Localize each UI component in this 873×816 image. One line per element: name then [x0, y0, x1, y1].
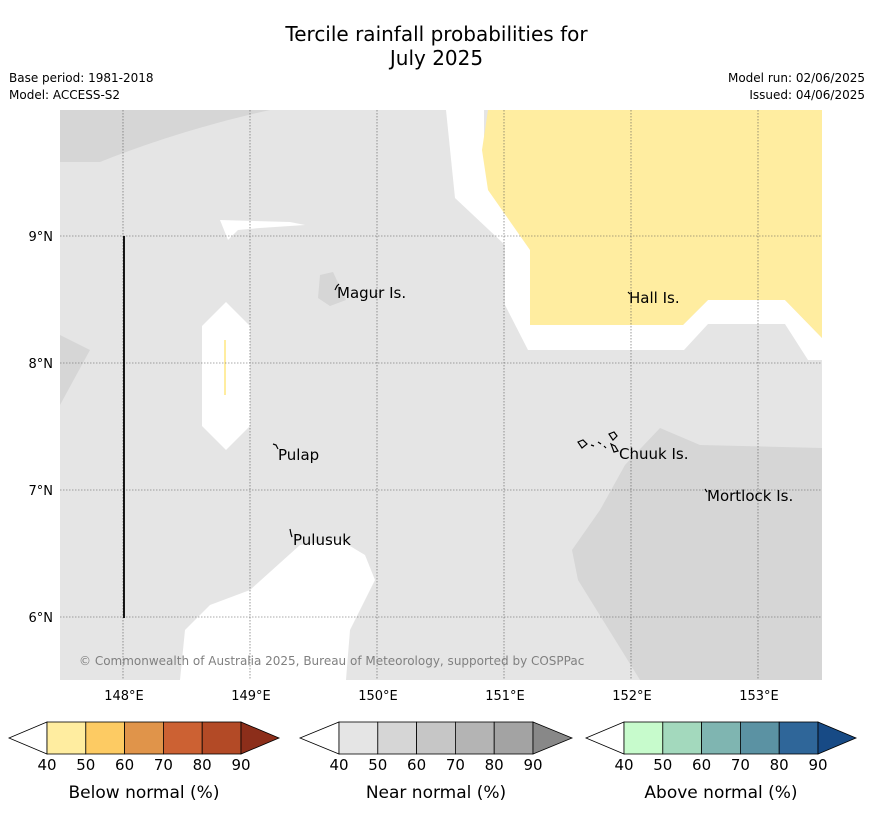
- lat-tick-7n: 7°N: [29, 484, 54, 499]
- colorbar-2-segment-1: [662, 721, 702, 755]
- colorbar-2-under-triangle: [584, 721, 625, 755]
- lat-tick-6n: 6°N: [29, 611, 54, 626]
- colorbar-2-tick-3: 70: [731, 756, 750, 774]
- colorbar-1-segment-3: [454, 721, 495, 755]
- colorbar-2-label: Above normal (%): [644, 783, 797, 803]
- colorbar-1-segment-2: [416, 721, 456, 755]
- colorbar-2-segment-0: [623, 721, 664, 755]
- issued-date: Issued: 04/06/2025: [749, 88, 865, 102]
- colorbar-0-segment-0: [46, 721, 87, 755]
- lat-axis-labels: 9°N 8°N 7°N 6°N: [29, 230, 54, 626]
- colorbar-2: 40 50 60 70 80 90 Above normal (%): [584, 721, 858, 803]
- place-label-mortlock: Mortlock Is.: [707, 487, 793, 505]
- near-normal-patch-w: [60, 335, 90, 405]
- title-line-1: Tercile rainfall probabilities for: [285, 22, 588, 46]
- below-normal-sliver: [224, 340, 226, 395]
- colorbar-1-under-triangle: [298, 721, 340, 755]
- lat-tick-9n: 9°N: [29, 230, 54, 245]
- model-run: Model run: 02/06/2025: [727, 71, 865, 85]
- colorbar-0-tick-0: 40: [37, 756, 56, 774]
- colorbar-0-tick-1: 50: [76, 756, 95, 774]
- island-hall: [627, 291, 631, 295]
- island-mortlock: [704, 488, 708, 493]
- below-normal-region: [482, 110, 822, 338]
- map-title: Tercile rainfall probabilities for July …: [0, 22, 873, 70]
- colorbar-1-over-triangle: [532, 721, 574, 755]
- colorbar-0-segment-3: [162, 721, 203, 755]
- base-period: Base period: 1981-2018: [9, 71, 154, 85]
- colorbar-0-segment-4: [201, 721, 242, 755]
- colorbar-0-tick-3: 70: [154, 756, 173, 774]
- colorbar-1-segment-4: [493, 721, 534, 755]
- map-plot-area: Magur Is. Hall Is. Pulap Chuuk Is. Mortl…: [60, 110, 822, 680]
- lon-tick-152e: 152°E: [612, 689, 652, 704]
- colorbar-1-tick-2: 60: [407, 756, 426, 774]
- colorbar-2-tick-4: 80: [770, 756, 789, 774]
- island-pulap: [272, 443, 279, 450]
- colorbar-2-segment-3: [740, 721, 780, 755]
- white-patch-south: [180, 540, 375, 680]
- meta-left: Base period: 1981-2018 Model: ACCESS-S2: [9, 70, 154, 104]
- lat-tick-8n: 8°N: [29, 357, 54, 372]
- colorbar-1-label: Near normal (%): [366, 783, 506, 803]
- colorbar-0-tick-2: 60: [115, 756, 134, 774]
- place-label-pulap: Pulap: [278, 446, 319, 464]
- colorbar-1-segment-1: [377, 721, 417, 755]
- meta-right: Model run: 02/06/2025 Issued: 04/06/2025: [728, 70, 865, 104]
- near-normal-patch-magur: [318, 272, 346, 306]
- copyright-notice: © Commonwealth of Australia 2025, Bureau…: [79, 654, 584, 668]
- lon-tick-148e: 148°E: [104, 689, 144, 704]
- colorbar-0-over-triangle: [240, 721, 281, 755]
- near-normal-patch-e: [808, 562, 822, 586]
- colorbar-1-tick-1: 50: [368, 756, 387, 774]
- lon-tick-153e: 153°E: [739, 689, 779, 704]
- island-outlines: [272, 283, 708, 538]
- colorbar-1-segment-0: [338, 721, 379, 755]
- gridlines: [60, 110, 822, 680]
- colorbar-2-tick-2: 60: [692, 756, 711, 774]
- colorbar-2-segment-4: [778, 721, 819, 755]
- lon-axis-labels: 148°E 149°E 150°E 151°E 152°E 153°E: [104, 689, 779, 704]
- colorbar-2-over-triangle: [817, 721, 858, 755]
- colorbar-0: 40 50 60 70 80 90 Below normal (%): [7, 721, 281, 803]
- colorbar-0-segment-1: [85, 721, 126, 755]
- near-normal-patch-nw: [60, 110, 270, 162]
- lon-tick-151e: 151°E: [485, 689, 525, 704]
- lon-tick-149e: 149°E: [231, 689, 271, 704]
- model-name: Model: ACCESS-S2: [9, 88, 121, 102]
- colorbar-2-tick-1: 50: [653, 756, 672, 774]
- island-magur: [334, 283, 340, 291]
- colorbar-legend: 40 50 60 70 80 90 Below normal (%) 40 50 60 70 80 90…: [7, 721, 858, 803]
- colorbar-0-tick-4: 80: [193, 756, 212, 774]
- colorbar-1: 40 50 60 70 80 90 Near normal (%): [298, 721, 574, 803]
- colorbar-2-tick-0: 40: [614, 756, 633, 774]
- colorbar-1-tick-0: 40: [329, 756, 348, 774]
- place-label-pulusuk: Pulusuk: [293, 531, 351, 549]
- island-chuuk: [577, 431, 619, 453]
- colorbar-0-under-triangle: [7, 721, 48, 755]
- colorbar-0-tick-5: 90: [231, 756, 250, 774]
- colorbar-1-tick-4: 80: [485, 756, 504, 774]
- colorbar-1-tick-5: 90: [523, 756, 542, 774]
- lon-tick-150e: 150°E: [358, 689, 398, 704]
- colorbar-1-tick-3: 70: [446, 756, 465, 774]
- colorbar-2-segment-2: [701, 721, 741, 755]
- white-patch-north: [220, 220, 305, 240]
- title-line-2: July 2025: [389, 46, 484, 70]
- island-pulusuk: [289, 528, 293, 538]
- place-label-chuuk: Chuuk Is.: [619, 445, 688, 463]
- place-label-magur: Magur Is.: [337, 284, 406, 302]
- colorbar-0-label: Below normal (%): [69, 783, 220, 803]
- colorbar-2-tick-5: 90: [808, 756, 827, 774]
- place-label-hall: Hall Is.: [629, 289, 680, 307]
- colorbar-0-segment-2: [124, 721, 164, 755]
